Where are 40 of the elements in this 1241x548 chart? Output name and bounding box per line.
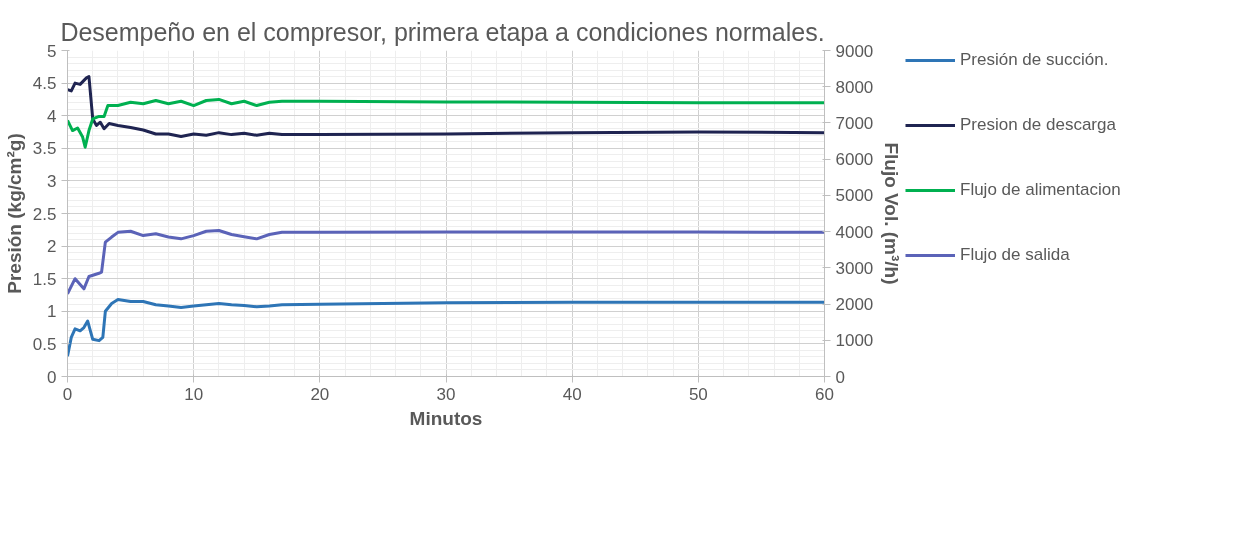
legend-label: Flujo de salida [960, 245, 1070, 265]
y2-tick-label: 0 [835, 367, 845, 387]
y2-tick-label: 3000 [835, 258, 874, 278]
y2-tick-label: 9000 [835, 41, 874, 61]
y2-tick-label: 6000 [835, 150, 874, 170]
line-series [67, 97, 825, 149]
x-tick-label: 30 [436, 384, 456, 404]
x-axis-title: Minutos [409, 407, 483, 429]
legend-label: Flujo de alimentacion [960, 180, 1121, 200]
x-tick-label: 50 [688, 384, 708, 404]
y-tick-label: 3 [47, 171, 57, 191]
y2-tick-label: 1000 [835, 331, 874, 351]
y2-tick-label: 8000 [835, 77, 874, 97]
line-series [67, 298, 825, 358]
chart-title: Desempeño en el compresor, primera etapa a condiciones normales. [60, 17, 825, 46]
y-tick-label: 2.5 [32, 204, 57, 224]
line-series [67, 75, 825, 139]
y2-axis-title: Flujo Vol. (m³/h) [881, 142, 903, 285]
y2-tick-label: 2000 [835, 295, 874, 315]
y-tick-label: 1.5 [32, 269, 57, 289]
line-series [67, 229, 825, 296]
y-tick-label: 5 [47, 41, 57, 61]
y-tick-label: 4.5 [32, 74, 57, 94]
x-tick-label: 10 [184, 384, 204, 404]
x-tick-label: 60 [815, 384, 834, 404]
legend-label: Presion de descarga [960, 115, 1116, 135]
x-tick-label: 0 [62, 384, 73, 404]
y-tick-label: 0 [47, 367, 57, 387]
legend-label: Presión de succión. [960, 50, 1109, 70]
y2-tick-label: 7000 [835, 113, 874, 133]
y-tick-label: 0.5 [32, 334, 57, 354]
y-tick-label: 4 [47, 106, 57, 126]
y-tick-label: 1 [47, 302, 57, 322]
y-axis-title: Presión (kg/cm²g) [3, 133, 25, 294]
y-tick-label: 2 [47, 237, 57, 257]
x-tick-label: 40 [562, 384, 582, 404]
y-tick-label: 3.5 [32, 139, 57, 159]
x-tick-label: 20 [310, 384, 330, 404]
y2-tick-label: 5000 [835, 186, 874, 206]
y2-tick-label: 4000 [835, 222, 874, 242]
